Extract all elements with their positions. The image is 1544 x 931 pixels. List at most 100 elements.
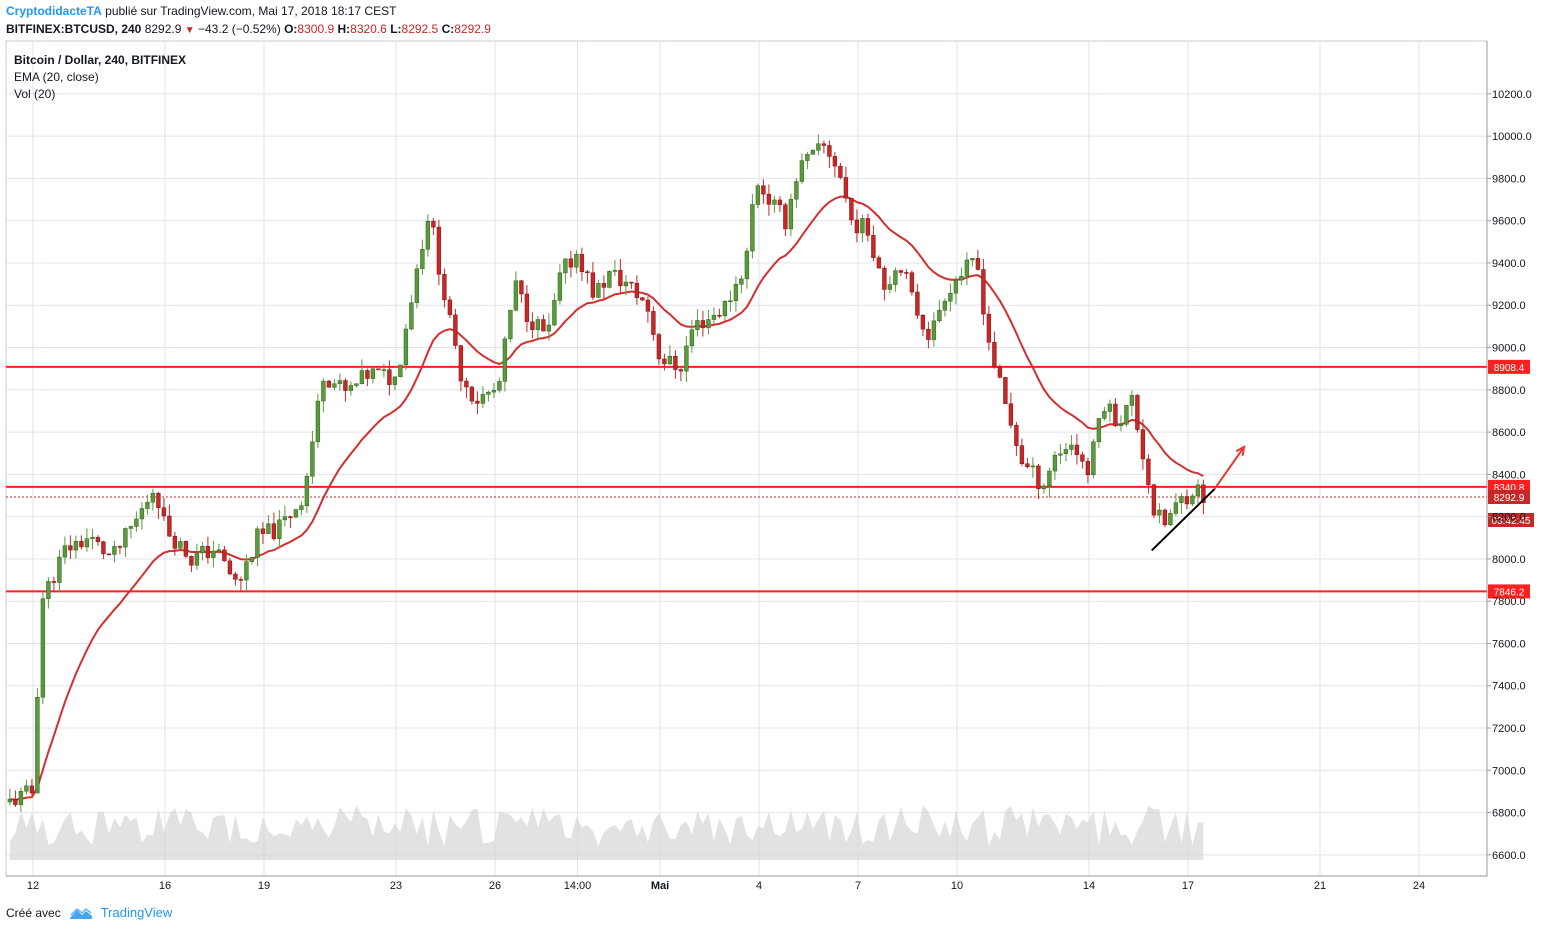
trendline — [1151, 488, 1216, 552]
horizontal-levels: 8908.4 8340.8 7846.2 8292.9 03:42:45 — [6, 359, 1534, 599]
candle-body — [183, 541, 189, 557]
candle-body — [172, 535, 178, 549]
candle-body — [832, 156, 838, 167]
candle-body — [227, 560, 233, 575]
candle-body — [865, 218, 871, 236]
candle-body — [51, 581, 57, 583]
candle-body — [233, 573, 238, 580]
candle-body — [816, 143, 821, 151]
candle-body — [1058, 453, 1063, 456]
candle-body — [827, 145, 832, 157]
candle-body — [376, 368, 381, 371]
candle-body — [315, 400, 321, 443]
candle-body — [513, 280, 519, 311]
legend-ema: EMA (20, close) — [14, 70, 99, 84]
candle-body — [475, 400, 480, 404]
y-tick-label: 8400.0 — [1492, 469, 1526, 481]
candles — [7, 134, 1206, 812]
chart-legend: Bitcoin / Dollar, 240, BITFINEX EMA (20,… — [14, 52, 186, 103]
candle-body — [981, 269, 986, 315]
candle-body — [1036, 465, 1041, 489]
candle-body — [491, 390, 497, 393]
candle-body — [1190, 495, 1195, 505]
tradingview-logo-icon — [69, 907, 92, 919]
candle-body — [194, 552, 200, 566]
candle-body — [1146, 458, 1151, 486]
y-tick-label: 8200.0 — [1492, 512, 1526, 524]
candle-body — [579, 254, 585, 273]
candle-body — [607, 271, 612, 288]
candle-body — [931, 320, 937, 340]
y-tick-label: 6800.0 — [1492, 808, 1526, 820]
candle-body — [942, 300, 948, 311]
candle-body — [810, 150, 816, 155]
y-tick-label: 7000.0 — [1492, 765, 1526, 777]
candle-body — [1107, 403, 1113, 412]
candle-body — [937, 310, 942, 322]
y-tick-label: 9800.0 — [1492, 173, 1526, 185]
y-tick-label: 7400.0 — [1492, 681, 1526, 693]
candle-body — [904, 272, 909, 274]
candle-body — [1129, 395, 1135, 406]
candle-body — [898, 270, 904, 273]
candle-body — [178, 541, 183, 549]
created-with-text: Créé avec — [6, 905, 61, 920]
tradingview-brand[interactable]: TradingView — [100, 905, 173, 920]
footer: Créé avec TradingView — [6, 905, 172, 920]
candle-body — [1168, 513, 1173, 526]
candle-body — [57, 556, 62, 583]
candle-body — [717, 314, 722, 317]
candle-body — [216, 549, 222, 552]
candle-body — [645, 299, 651, 312]
candle-body — [623, 281, 629, 287]
y-tick-label: 8000.0 — [1492, 554, 1526, 566]
candle-body — [1025, 463, 1030, 468]
close-value: 8292.9 — [454, 22, 491, 36]
candle-body — [1069, 444, 1074, 450]
candle-body — [387, 369, 392, 385]
candle-body — [684, 345, 689, 372]
y-tick-label: 10200.0 — [1492, 89, 1532, 101]
volume-area — [9, 805, 1204, 860]
candle-body — [62, 545, 68, 558]
candle-body — [497, 381, 502, 391]
candle-body — [970, 258, 975, 261]
candle-body — [480, 394, 486, 404]
candle-body — [739, 278, 744, 285]
candle-body — [134, 518, 139, 527]
x-tick-label: 23 — [390, 880, 402, 892]
candle-body — [414, 268, 420, 303]
level-price-tag — [1488, 584, 1530, 599]
last-price: 8292.9 — [144, 22, 182, 36]
x-tick-label: 14:00 — [564, 880, 592, 892]
candle-body — [255, 528, 260, 558]
y-tick-label: 9600.0 — [1492, 216, 1526, 228]
author-link[interactable]: CryptodidacteTA — [6, 4, 102, 18]
candle-body — [464, 380, 469, 388]
candle-body — [293, 509, 299, 518]
candle-body — [1118, 423, 1124, 427]
price-chart[interactable]: 8908.4 8340.8 7846.2 8292.9 03:42:45 6600.0 6… — [0, 40, 1544, 900]
candle-body — [348, 385, 354, 391]
candle-body — [106, 553, 112, 556]
candle-body — [860, 218, 865, 234]
candle-body — [442, 274, 447, 301]
candle-body — [145, 502, 150, 509]
y-tick-label: 7200.0 — [1492, 723, 1526, 735]
candle-body — [420, 249, 425, 269]
high-value: 8320.6 — [350, 22, 387, 36]
candle-body — [370, 368, 376, 379]
candle-body — [700, 320, 706, 329]
candle-body — [469, 386, 475, 402]
candle-body — [854, 219, 860, 234]
candle-body — [1151, 484, 1157, 516]
candle-body — [436, 226, 442, 275]
candle-body — [909, 272, 915, 293]
countdown-label: 03:42:45 — [1492, 516, 1531, 527]
y-tick-label: 6600.0 — [1492, 850, 1526, 862]
candle-body — [1014, 424, 1019, 446]
candle-body — [79, 540, 84, 548]
down-arrow-icon: ▼ — [184, 25, 195, 36]
candle-body — [359, 370, 365, 384]
candle-body — [1052, 455, 1058, 472]
